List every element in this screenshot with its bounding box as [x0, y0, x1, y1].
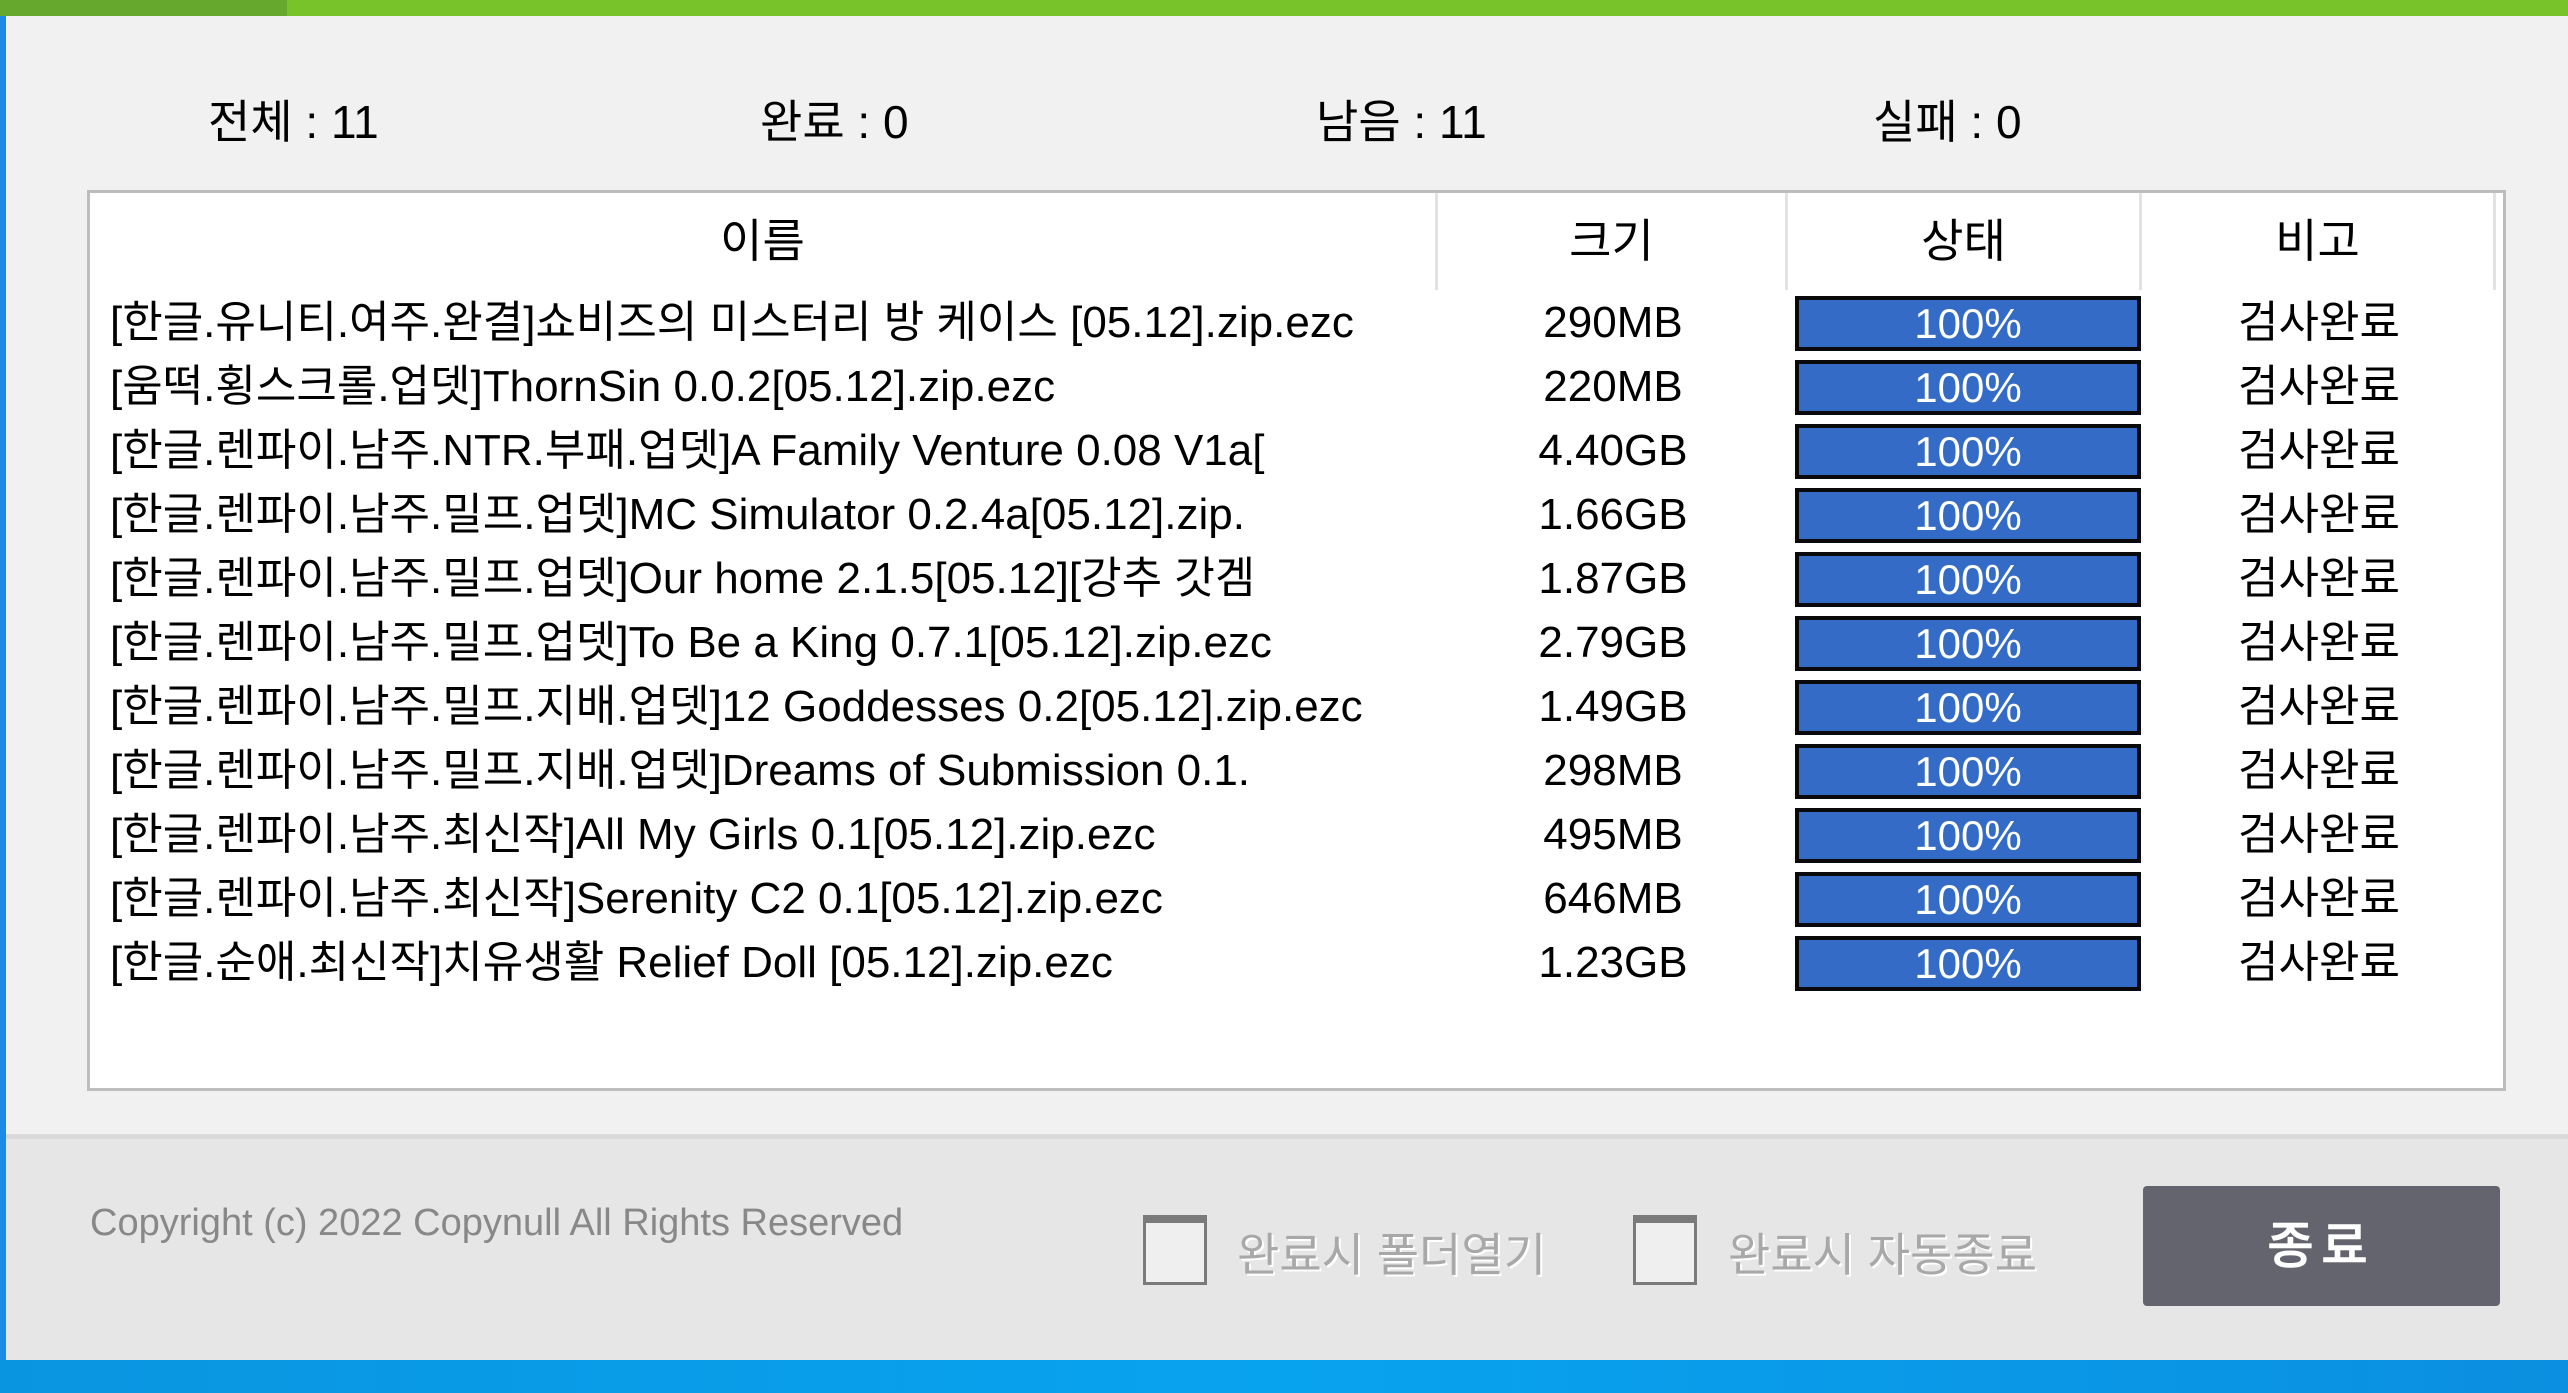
file-name: [한글.유니티.여주.완결]쇼비즈의 미스터리 방 케이스 [05.12].zi… [110, 298, 1354, 347]
file-size: 4.40GB [1538, 426, 1688, 475]
file-name: [한글.렌파이.남주.최신작]Serenity C2 0.1[05.12].zi… [110, 874, 1163, 923]
column-header-size[interactable]: 크기 [1438, 193, 1788, 290]
table-row[interactable]: [움떡.횡스크롤.업뎃]ThornSin 0.0.2[05.12].zip.ez… [90, 355, 2503, 419]
file-size: 298MB [1543, 746, 1683, 795]
file-note: 검사완료 [2238, 938, 2400, 987]
status-progress-bar: 100% [1795, 616, 2141, 671]
auto-exit-checkbox[interactable] [1633, 1215, 1697, 1285]
file-name: [한글.렌파이.남주.밀프.업뎃]MC Simulator 0.2.4a[05.… [110, 490, 1245, 539]
status-progress-bar: 100% [1795, 936, 2141, 991]
file-name: [한글.렌파이.남주.밀프.업뎃]To Be a King 0.7.1[05.1… [110, 618, 1272, 667]
table-row[interactable]: [한글.유니티.여주.완결]쇼비즈의 미스터리 방 케이스 [05.12].zi… [90, 291, 2503, 355]
table-row[interactable]: [한글.순애.최신작]치유생활 Relief Doll [05.12].zip.… [90, 931, 2503, 995]
file-note: 검사완료 [2238, 362, 2400, 411]
progress-fill [1799, 684, 2137, 731]
exit-button[interactable]: 종료 [2143, 1186, 2500, 1306]
table-row[interactable]: [한글.렌파이.남주.최신작]Serenity C2 0.1[05.12].zi… [90, 867, 2503, 931]
progress-text: 100% [1914, 300, 2022, 347]
progress-fill [1799, 428, 2137, 475]
progress-fill [1799, 940, 2137, 987]
progress-text: 100% [1914, 364, 2022, 411]
stat-remaining: 남음 : 11 [1316, 96, 1487, 148]
file-size: 290MB [1543, 298, 1683, 347]
overall-progress-segment [0, 0, 287, 16]
file-name: [한글.렌파이.남주.NTR.부패.업뎃]A Family Venture 0.… [110, 426, 1265, 475]
progress-text: 100% [1914, 876, 2022, 923]
file-note: 검사완료 [2238, 490, 2400, 539]
file-size: 2.79GB [1538, 618, 1688, 667]
file-note: 검사완료 [2238, 426, 2400, 475]
status-progress-bar: 100% [1795, 872, 2141, 927]
progress-text: 100% [1914, 684, 2022, 731]
file-name: [움떡.횡스크롤.업뎃]ThornSin 0.0.2[05.12].zip.ez… [110, 362, 1056, 411]
progress-text: 100% [1914, 748, 2022, 795]
table-row[interactable]: [한글.렌파이.남주.밀프.업뎃]MC Simulator 0.2.4a[05.… [90, 483, 2503, 547]
open-folder-label[interactable]: 완료시 폴더열기 [1237, 1229, 1547, 1281]
status-progress-bar: 100% [1795, 744, 2141, 799]
file-name: [한글.렌파이.남주.밀프.지배.업뎃]12 Goddesses 0.2[05.… [110, 682, 1363, 731]
progress-text: 100% [1914, 492, 2022, 539]
progress-text: 100% [1914, 812, 2022, 859]
progress-fill [1799, 364, 2137, 411]
overall-progress-bar [0, 0, 2568, 16]
file-note: 검사완료 [2238, 746, 2400, 795]
file-note: 검사완료 [2238, 810, 2400, 859]
status-progress-bar: 100% [1795, 808, 2141, 863]
table-row[interactable]: [한글.렌파이.남주.밀프.업뎃]To Be a King 0.7.1[05.1… [90, 611, 2503, 675]
progress-fill [1799, 748, 2137, 795]
status-progress-bar: 100% [1795, 488, 2141, 543]
file-size: 495MB [1543, 810, 1683, 859]
progress-fill [1799, 812, 2137, 859]
progress-text: 100% [1914, 428, 2022, 475]
status-progress-bar: 100% [1795, 296, 2141, 351]
file-note: 검사완료 [2238, 618, 2400, 667]
file-note: 검사완료 [2238, 682, 2400, 731]
file-size: 1.23GB [1538, 938, 1688, 987]
progress-fill [1799, 492, 2137, 539]
progress-fill [1799, 876, 2137, 923]
table-row[interactable]: [한글.렌파이.남주.밀프.지배.업뎃]Dreams of Submission… [90, 739, 2503, 803]
file-name: [한글.렌파이.남주.밀프.업뎃]Our home 2.1.5[05.12][강… [110, 554, 1256, 603]
copyright-text: Copyright (c) 2022 Copynull All Rights R… [90, 1202, 904, 1244]
progress-fill [1799, 620, 2137, 667]
status-progress-bar: 100% [1795, 424, 2141, 479]
file-list-table: 이름 크기 상태 비고 [한글.유니티.여주.완결]쇼비즈의 미스터리 방 케이… [87, 190, 2506, 1091]
auto-exit-label[interactable]: 완료시 자동종료 [1728, 1229, 2038, 1281]
taskbar [0, 1360, 2568, 1393]
progress-fill [1799, 556, 2137, 603]
progress-text: 100% [1914, 556, 2022, 603]
progress-text: 100% [1914, 620, 2022, 667]
file-size: 1.49GB [1538, 682, 1688, 731]
column-header-name[interactable]: 이름 [90, 193, 1438, 290]
status-progress-bar: 100% [1795, 680, 2141, 735]
stat-total: 전체 : 11 [208, 96, 379, 148]
file-size: 1.66GB [1538, 490, 1688, 539]
column-header-status[interactable]: 상태 [1788, 193, 2142, 290]
table-row[interactable]: [한글.렌파이.남주.밀프.지배.업뎃]12 Goddesses 0.2[05.… [90, 675, 2503, 739]
file-name: [한글.렌파이.남주.밀프.지배.업뎃]Dreams of Submission… [110, 746, 1251, 795]
footer: Copyright (c) 2022 Copynull All Rights R… [6, 1134, 2568, 1365]
file-note: 검사완료 [2238, 874, 2400, 923]
table-row[interactable]: [한글.렌파이.남주.NTR.부패.업뎃]A Family Venture 0.… [90, 419, 2503, 483]
file-name: [한글.순애.최신작]치유생활 Relief Doll [05.12].zip.… [110, 938, 1113, 987]
open-folder-checkbox[interactable] [1143, 1215, 1207, 1285]
table-row[interactable]: [한글.렌파이.남주.밀프.업뎃]Our home 2.1.5[05.12][강… [90, 547, 2503, 611]
window-edge [0, 0, 6, 1360]
progress-fill [1799, 300, 2137, 347]
file-note: 검사완료 [2238, 554, 2400, 603]
table-row[interactable]: [한글.렌파이.남주.최신작]All My Girls 0.1[05.12].z… [90, 803, 2503, 867]
file-note: 검사완료 [2238, 298, 2400, 347]
status-progress-bar: 100% [1795, 360, 2141, 415]
stat-done: 완료 : 0 [760, 96, 909, 148]
file-size: 1.87GB [1538, 554, 1688, 603]
file-size: 646MB [1543, 874, 1683, 923]
column-header-note[interactable]: 비고 [2142, 193, 2496, 290]
progress-text: 100% [1914, 940, 2022, 987]
stat-failed: 실패 : 0 [1873, 96, 2022, 148]
status-progress-bar: 100% [1795, 552, 2141, 607]
file-size: 220MB [1543, 362, 1683, 411]
file-name: [한글.렌파이.남주.최신작]All My Girls 0.1[05.12].z… [110, 810, 1156, 859]
